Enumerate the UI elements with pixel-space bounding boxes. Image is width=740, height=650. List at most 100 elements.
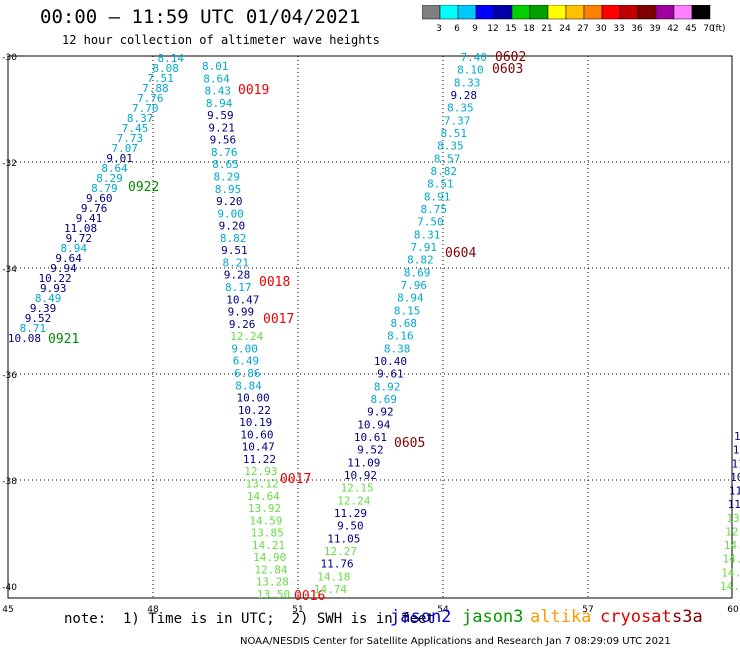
legend-swatch <box>691 5 711 20</box>
legend-tick-label: 27 <box>577 24 588 34</box>
wave-height-label: 14. <box>724 539 740 552</box>
wave-height-label: 14. <box>723 553 740 566</box>
wave-height-label: 11.05 <box>327 532 360 545</box>
pass-time-label: 0603 <box>492 62 523 77</box>
wave-height-label: 12.15 <box>341 482 374 495</box>
wave-height-label: 8.91 <box>424 190 451 203</box>
legend-unit: (ft) <box>712 24 726 34</box>
wave-height-label: 7.50 <box>417 216 444 229</box>
pass-time-label: 0602 <box>495 50 526 65</box>
wave-height-label: 8.16 <box>387 330 414 343</box>
wave-height-label: 12.24 <box>230 330 263 343</box>
altimeter-tracks: 8.148.087.517.887.767.708.377.457.737.07… <box>8 50 740 604</box>
wave-height-label: 9.50 <box>337 520 364 533</box>
wave-height-label: 8.71 <box>20 322 47 335</box>
wave-height-label: 14.6 <box>721 566 740 579</box>
wave-height-label: 8.08 <box>152 62 179 75</box>
legend-tick-label: 45 <box>685 24 696 34</box>
wave-height-label: 8.79 <box>91 182 118 195</box>
wave-height-label: 9.00 <box>217 207 244 220</box>
wave-height-label: 13.85 <box>251 527 284 540</box>
y-tick-label: -32 <box>2 159 17 169</box>
legend-tick-label: 24 <box>559 24 571 34</box>
wave-height-label: 8.49 <box>35 292 62 305</box>
wave-height-label: 9.28 <box>451 89 478 102</box>
pass-time-label: 0019 <box>238 83 269 98</box>
wave-height-label: 7.40 <box>461 51 488 64</box>
wave-height-label: 8.29 <box>96 172 123 185</box>
legend-tick-label: 21 <box>541 24 552 34</box>
wave-height-label: 9.72 <box>66 232 93 245</box>
wave-height-label: 8.51 <box>441 127 468 140</box>
satellite-s3a-label: s3a <box>672 607 703 627</box>
legend-tick-label: 6 <box>454 24 460 34</box>
wave-height-label: 8.69 <box>404 266 431 279</box>
footer-credit: NOAA/NESDIS Center for Satellite Applica… <box>240 636 671 647</box>
wave-height-label: 9.00 <box>231 342 258 355</box>
legend-tick-label: 36 <box>631 24 643 34</box>
map-subtitle: 12 hour collection of altimeter wave hei… <box>62 33 380 47</box>
wave-height-label: 7.51 <box>147 72 174 85</box>
wave-height-label: 11.76 <box>321 558 354 571</box>
wave-height-label: 8.76 <box>211 146 238 159</box>
wave-height-label: 7.70 <box>132 102 159 115</box>
wave-height-label: 7.96 <box>401 279 428 292</box>
wave-height-label: 9.39 <box>30 302 57 315</box>
wave-height-label: 13. <box>726 512 740 525</box>
wave-height-label: 12.24 <box>337 494 370 507</box>
legend-tick-label: 70 <box>703 24 715 34</box>
wave-height-label: 11 <box>733 444 740 457</box>
wave-height-label: 8.01 <box>202 60 229 73</box>
wave-height-label: 7.73 <box>117 132 144 145</box>
wave-height-label: 7.76 <box>137 92 164 105</box>
wave-height-label: 8.84 <box>235 379 262 392</box>
wave-height-label: 8.35 <box>437 140 464 153</box>
color-legend: 3 6 9 12 15 18 21 24 27 30 33 36 39 42 45 70(ft) <box>422 5 726 34</box>
wave-height-label: 11. <box>728 498 740 511</box>
pass-time-label: 0017 <box>263 312 294 327</box>
pass-time-label: 0921 <box>48 332 79 347</box>
y-tick-label: -34 <box>2 265 17 275</box>
satellite-jason3-label: jason3 <box>462 607 524 627</box>
wave-height-label: 8.33 <box>454 76 481 89</box>
wave-height-label: 8.37 <box>127 112 154 125</box>
wave-height-label: 8.57 <box>434 152 461 165</box>
axis-ticks: 45 48 51 54 57 60 -30 -32 -34 -36 -38 -40 <box>2 53 739 615</box>
wave-height-label: 8.38 <box>384 342 411 355</box>
pass-time-label: 0016 <box>294 589 325 604</box>
wave-height-label: 1 <box>734 430 740 443</box>
wave-height-label: 9.20 <box>216 195 243 208</box>
legend-tick-label: 18 <box>523 24 535 34</box>
wave-height-label: 8.92 <box>374 380 401 393</box>
y-tick-label: -36 <box>2 371 17 381</box>
legend-tick-label: 30 <box>595 24 607 34</box>
wave-height-label: 10.40 <box>374 355 407 368</box>
wave-height-label: 8.94 <box>397 292 424 305</box>
wave-height-label: 9.94 <box>50 262 77 275</box>
wave-height-label: 8.10 <box>457 64 484 77</box>
wave-height-label: 8.64 <box>101 162 128 175</box>
wave-height-label: 8.14 <box>158 52 185 65</box>
wave-height-label: 7.88 <box>142 82 169 95</box>
wave-height-label: 10.47 <box>226 293 259 306</box>
wave-height-label: 13.12 <box>245 477 278 490</box>
wave-height-label: 9.76 <box>81 202 108 215</box>
wave-height-label: 10.60 <box>240 428 273 441</box>
wave-height-label: 14.18 <box>317 570 350 583</box>
wave-height-label: 10.08 <box>8 332 41 345</box>
wave-height-label: 9.56 <box>210 134 237 147</box>
pass-time-label: 0604 <box>445 246 476 261</box>
wave-height-label: 9.52 <box>357 444 384 457</box>
wave-height-label: 14.64 <box>247 490 280 503</box>
wave-height-label: 11.09 <box>347 456 380 469</box>
wave-height-label: 13.50 <box>257 588 290 601</box>
pass-time-label: 0018 <box>259 275 290 290</box>
wave-height-label: 8.94 <box>206 97 233 110</box>
legend-tick-label: 33 <box>613 24 624 34</box>
wave-height-label: 10.00 <box>237 392 270 405</box>
wave-height-label: 14.9 <box>720 580 740 593</box>
wave-height-label: 8.29 <box>214 171 241 184</box>
wave-height-label: 14.74 <box>314 583 347 596</box>
wave-height-label: 14.59 <box>249 514 282 527</box>
wave-height-label: 8.15 <box>394 304 421 317</box>
